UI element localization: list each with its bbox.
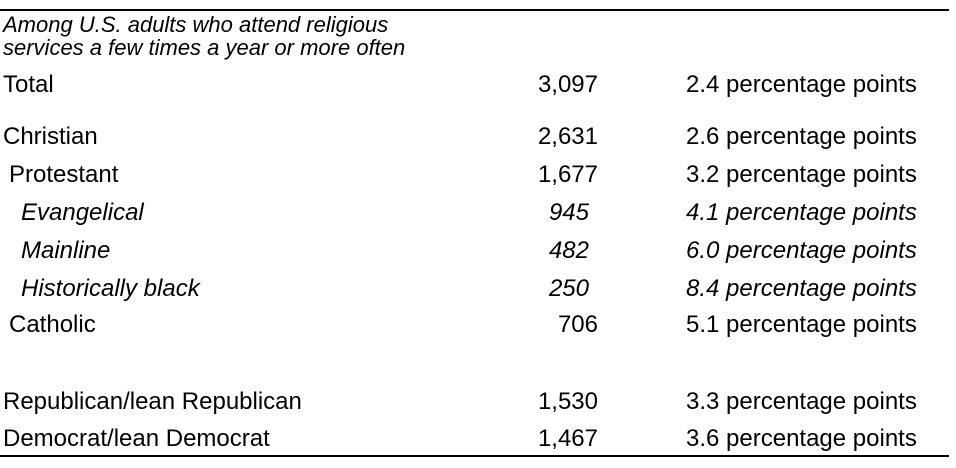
- header-line-1: Among U.S. adults who attend religious: [3, 12, 389, 37]
- row-label: Republican/lean Republican: [3, 388, 302, 415]
- table-row-catholic: Catholic 706 5.1 percentage points: [0, 310, 949, 340]
- table-row-total: Total 3,097 2.4 percentage points: [0, 70, 949, 100]
- row-sample-size: 706: [557, 311, 598, 338]
- row-margin-of-error: 5.1 percentage points: [686, 311, 917, 338]
- row-sample-size: 482: [548, 237, 589, 264]
- row-label: Catholic: [9, 311, 96, 338]
- row-margin-of-error: 3.2 percentage points: [686, 161, 917, 188]
- row-margin-of-error: 3.3 percentage points: [686, 388, 917, 415]
- row-label: Total: [3, 71, 54, 98]
- table-row-christian: Christian 2,631 2.6 percentage points: [0, 122, 949, 152]
- table-row-republican: Republican/lean Republican 1,530 3.3 per…: [0, 387, 949, 417]
- row-margin-of-error: 2.6 percentage points: [686, 123, 917, 150]
- table-header: Among U.S. adults who attend religious s…: [3, 13, 405, 59]
- row-margin-of-error: 4.1 percentage points: [686, 199, 917, 226]
- row-label: Mainline: [21, 237, 111, 264]
- table-row-evangelical: Evangelical 945 4.1 percentage points: [0, 198, 949, 228]
- table-row-mainline: Mainline 482 6.0 percentage points: [0, 236, 949, 266]
- row-sample-size: 1,530: [537, 388, 598, 415]
- row-margin-of-error: 2.4 percentage points: [686, 71, 917, 98]
- header-line-2: services a few times a year or more ofte…: [3, 35, 406, 60]
- table-row-protestant: Protestant 1,677 3.2 percentage points: [0, 160, 949, 190]
- row-margin-of-error: 3.6 percentage points: [686, 425, 917, 452]
- table-row-democrat: Democrat/lean Democrat 1,467 3.6 percent…: [0, 424, 949, 454]
- row-label: Democrat/lean Democrat: [3, 425, 270, 452]
- row-label: Christian: [3, 123, 98, 150]
- bottom-rule: [0, 455, 949, 457]
- row-margin-of-error: 6.0 percentage points: [686, 237, 917, 264]
- row-sample-size: 3,097: [537, 71, 598, 98]
- row-sample-size: 2,631: [537, 123, 598, 150]
- table-row-historically-black: Historically black 250 8.4 percentage po…: [0, 274, 949, 304]
- row-sample-size: 1,677: [537, 161, 598, 188]
- row-sample-size: 1,467: [537, 425, 598, 452]
- row-label: Evangelical: [21, 199, 144, 226]
- row-label: Protestant: [9, 161, 119, 188]
- row-sample-size: 250: [548, 275, 589, 302]
- top-rule: [0, 9, 949, 11]
- row-margin-of-error: 8.4 percentage points: [686, 275, 917, 302]
- row-sample-size: 945: [548, 199, 589, 226]
- row-label: Historically black: [21, 275, 200, 302]
